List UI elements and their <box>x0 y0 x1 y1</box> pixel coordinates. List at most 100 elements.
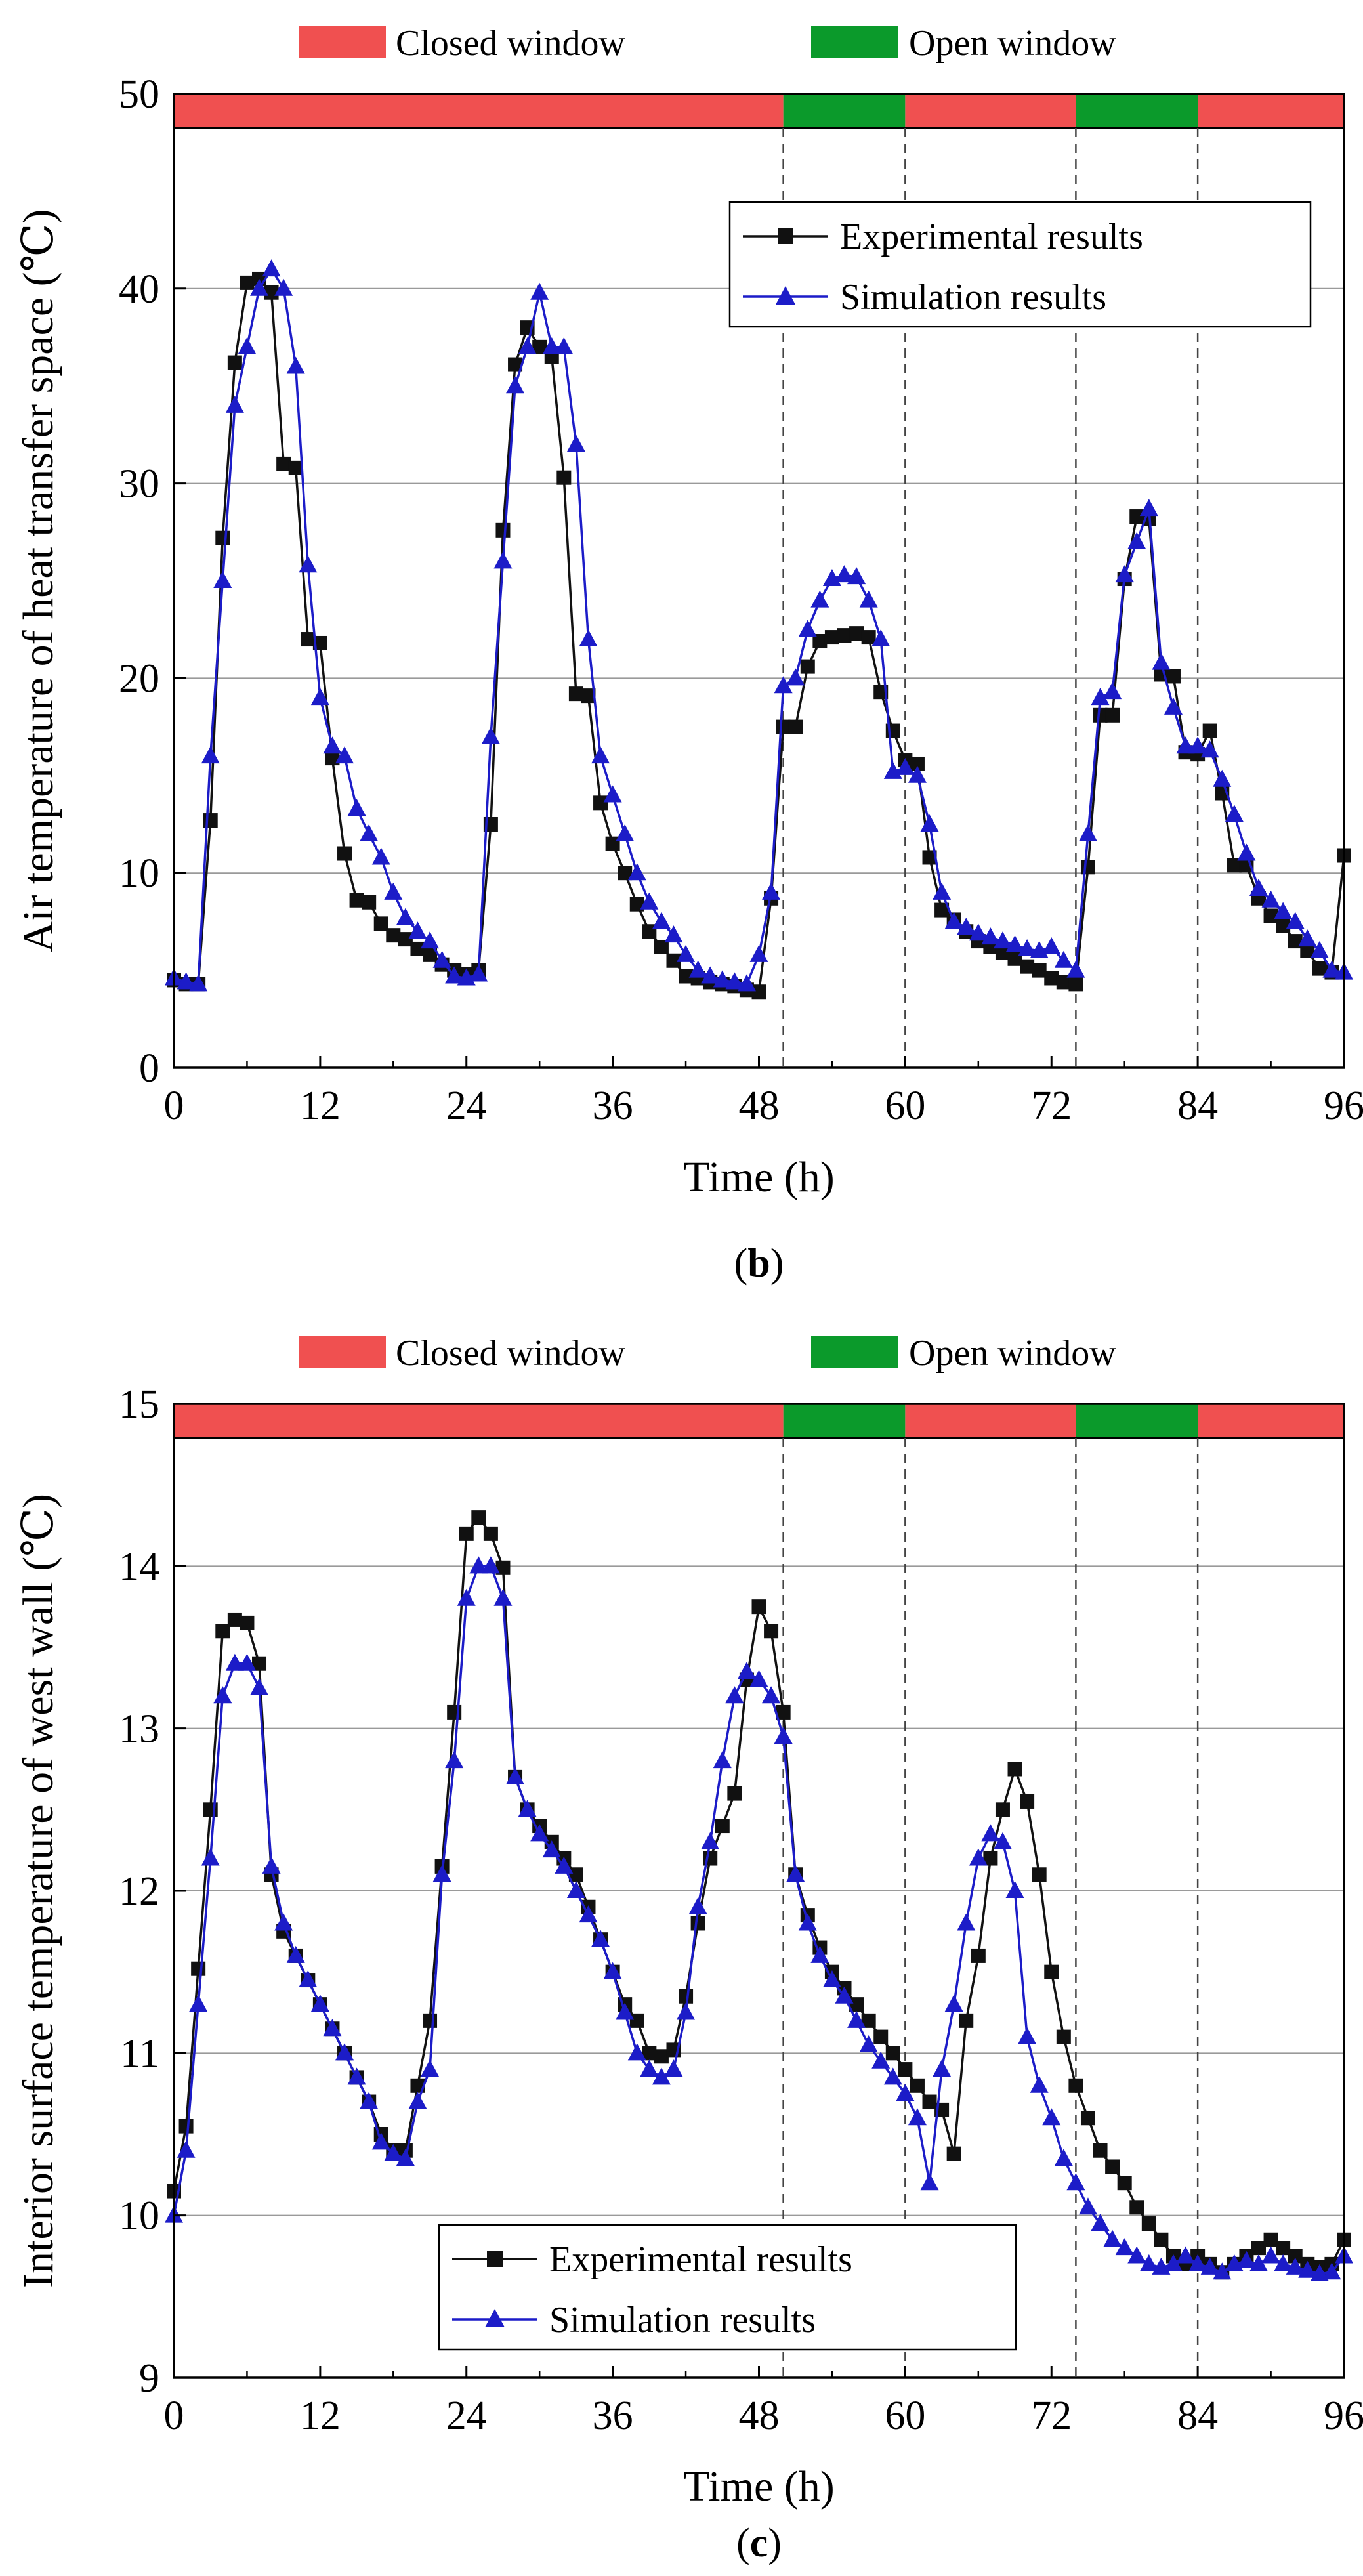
point-experimental <box>715 1819 730 1834</box>
point-experimental <box>1093 707 1108 723</box>
point-experimental <box>459 1526 474 1541</box>
point-simulation <box>555 1856 574 1874</box>
point-simulation <box>238 337 257 354</box>
point-experimental <box>227 1612 242 1627</box>
x-axis-label: Time (h) <box>683 1153 834 1201</box>
point-experimental <box>495 1560 511 1575</box>
point-experimental <box>483 1526 498 1541</box>
point-experimental <box>1032 963 1047 978</box>
point-experimental <box>764 1624 779 1639</box>
point-experimental <box>1080 860 1095 875</box>
point-experimental <box>1288 934 1303 949</box>
point-simulation <box>1322 2262 1341 2280</box>
point-simulation <box>457 1588 476 1606</box>
point-simulation <box>335 746 354 764</box>
point-experimental <box>191 1961 206 1976</box>
point-experimental <box>1032 1867 1047 1882</box>
point-experimental <box>1068 2078 1083 2093</box>
point-experimental <box>679 1989 694 2004</box>
series-line-simulation <box>173 266 1345 986</box>
point-experimental <box>971 1948 986 1963</box>
point-simulation <box>993 931 1012 949</box>
point-simulation <box>213 571 232 588</box>
point-simulation <box>1164 697 1183 715</box>
point-experimental <box>1080 2111 1095 2126</box>
window-legend-label-open: Open window <box>909 23 1116 64</box>
point-simulation <box>396 908 415 925</box>
point-simulation <box>1200 2257 1219 2275</box>
point-simulation <box>1078 2197 1097 2215</box>
point-simulation <box>762 882 781 900</box>
point-simulation <box>1042 2108 1061 2126</box>
point-experimental <box>423 2013 438 2028</box>
series-legend-box <box>728 201 1312 328</box>
point-experimental <box>800 659 815 674</box>
point-simulation <box>201 1848 220 1866</box>
point-simulation <box>713 970 732 988</box>
point-simulation <box>1176 2246 1195 2264</box>
point-experimental <box>861 2013 876 2028</box>
series-legend-box <box>438 2224 1017 2351</box>
point-experimental <box>824 630 839 645</box>
point-simulation <box>408 2092 427 2109</box>
point-simulation <box>969 923 988 941</box>
x-axis-label: Time (h) <box>683 2462 834 2510</box>
y-axis-label: Interior surface temperature of west wal… <box>14 1494 62 2288</box>
point-experimental <box>240 1615 255 1630</box>
point-simulation <box>250 278 269 296</box>
point-experimental <box>837 628 852 643</box>
point-simulation <box>896 2084 915 2101</box>
window-band-open-segment <box>783 94 906 128</box>
window-band-open-segment <box>1076 1404 1198 1438</box>
point-simulation <box>1152 652 1171 670</box>
point-simulation <box>1018 2027 1037 2044</box>
point-experimental <box>849 1997 864 2012</box>
point-simulation <box>798 1913 817 1931</box>
point-experimental <box>1312 961 1327 976</box>
y-tick-label: 10 <box>119 851 159 896</box>
point-experimental <box>1165 669 1181 684</box>
y-tick-label: 11 <box>120 2031 159 2076</box>
point-experimental <box>471 1510 486 1525</box>
panel-label: (b) <box>734 1241 784 1286</box>
point-experimental <box>337 846 352 861</box>
point-experimental <box>1056 2029 1071 2044</box>
point-experimental <box>910 2078 925 2093</box>
point-experimental <box>568 1867 583 1882</box>
point-simulation <box>371 847 390 865</box>
point-simulation <box>1127 532 1146 549</box>
point-experimental <box>618 866 633 881</box>
point-simulation <box>1127 2246 1146 2264</box>
point-experimental <box>1007 1762 1022 1777</box>
point-simulation <box>189 1995 208 2012</box>
y-tick-label: 10 <box>119 2194 159 2239</box>
point-simulation <box>1005 1881 1024 1898</box>
legend-label-experimental: Experimental results <box>549 2239 852 2280</box>
point-experimental <box>922 850 937 865</box>
point-simulation <box>908 765 927 783</box>
point-experimental <box>679 969 694 984</box>
point-simulation <box>250 1678 269 1695</box>
x-tick-label: 84 <box>1177 1084 1218 1128</box>
point-experimental <box>727 1786 742 1801</box>
point-simulation <box>859 590 878 608</box>
point-simulation <box>286 1945 305 1963</box>
point-simulation <box>445 1751 464 1769</box>
window-legend-swatch-open <box>811 1336 898 1368</box>
point-simulation <box>1164 2254 1183 2271</box>
point-simulation <box>579 629 598 647</box>
point-experimental <box>215 1624 230 1639</box>
x-tick-label: 72 <box>1031 2394 1072 2438</box>
point-simulation <box>640 2059 659 2077</box>
point-experimental <box>751 1599 766 1615</box>
point-simulation <box>469 964 488 982</box>
point-simulation <box>238 1653 257 1671</box>
point-simulation <box>1078 824 1097 841</box>
point-simulation <box>299 555 318 573</box>
point-experimental <box>240 275 255 290</box>
point-simulation <box>1286 2257 1305 2275</box>
point-experimental <box>1276 2241 1291 2256</box>
point-simulation <box>957 918 976 935</box>
x-tick-label: 24 <box>446 2394 487 2438</box>
